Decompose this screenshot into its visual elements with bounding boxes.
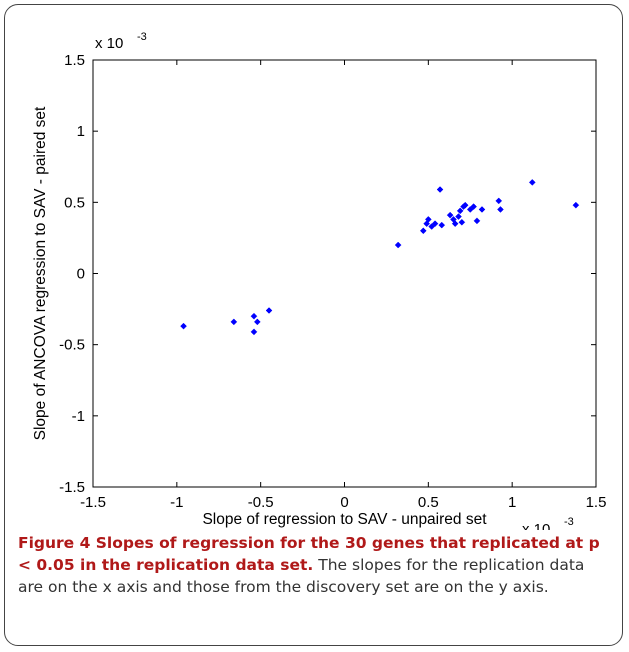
x-tick-label: 1.5 bbox=[586, 494, 607, 511]
data-point bbox=[394, 241, 402, 249]
x-tick-label: 0.5 bbox=[418, 494, 439, 511]
tick-layer: -1.5 -1 -0.5 0 0.5 1 1.5 -1.5 -1 -0.5 0 0.5 1 1.5 bbox=[59, 52, 606, 511]
data-point bbox=[461, 201, 469, 209]
y-tick-label: 0.5 bbox=[64, 194, 85, 211]
data-point bbox=[180, 322, 187, 330]
x-tick-label: -1 bbox=[170, 494, 183, 511]
y-tick-label: -1.5 bbox=[59, 479, 85, 496]
data-point bbox=[438, 221, 446, 229]
points-layer bbox=[180, 179, 580, 336]
data-point bbox=[470, 203, 477, 210]
x-axis-exponent: x 10 bbox=[522, 521, 550, 530]
y-axis-label: Slope of ANCOVA regression to SAV - pair… bbox=[32, 106, 49, 440]
data-point bbox=[250, 328, 258, 336]
x-axis-label: Slope of regression to SAV - unpaired se… bbox=[202, 511, 487, 528]
data-point bbox=[456, 207, 464, 215]
y-tick-label: -1 bbox=[72, 408, 85, 425]
caption-body: The slopes for the replication data are … bbox=[18, 556, 585, 596]
data-point bbox=[451, 220, 459, 228]
figure-caption: Figure 4 Slopes of regression for the 30… bbox=[18, 532, 608, 598]
data-point bbox=[572, 201, 580, 209]
y-tick-label: 1.5 bbox=[64, 52, 85, 69]
plot-area bbox=[92, 59, 597, 488]
data-point bbox=[478, 206, 486, 213]
y-axis-exponent: x 10 bbox=[95, 35, 123, 52]
y-tick-label: 0 bbox=[77, 266, 85, 283]
scatter-chart: -1.5 -1 -0.5 0 0.5 1 1.5 -1.5 -1 -0.5 0 0.5 1 1.5 x 1… bbox=[32, 31, 606, 530]
data-point bbox=[419, 227, 427, 235]
data-point bbox=[495, 197, 503, 205]
data-point bbox=[458, 218, 466, 226]
data-point bbox=[473, 217, 481, 225]
x-tick-label: 1 bbox=[508, 494, 516, 511]
y-tick-label: 1 bbox=[77, 123, 85, 140]
y-axis-exponent-power: -3 bbox=[137, 31, 147, 43]
x-tick-label: 0 bbox=[340, 494, 348, 511]
caption-title: Figure 4 Slopes of regression for the 30… bbox=[18, 534, 600, 574]
data-point bbox=[424, 216, 432, 223]
data-point bbox=[446, 211, 454, 219]
x-axis-exponent-power: -3 bbox=[564, 516, 574, 528]
x-tick-label: -0.5 bbox=[248, 494, 274, 511]
data-point bbox=[253, 318, 261, 326]
data-point bbox=[265, 307, 273, 314]
data-point bbox=[250, 312, 258, 320]
data-point bbox=[455, 213, 462, 220]
data-point bbox=[436, 186, 444, 193]
data-point bbox=[528, 179, 536, 186]
y-tick-label: -0.5 bbox=[59, 337, 85, 354]
x-tick-label: -1.5 bbox=[80, 494, 106, 511]
data-point bbox=[497, 206, 504, 213]
data-point bbox=[431, 220, 439, 228]
data-point bbox=[230, 318, 238, 326]
data-point bbox=[423, 220, 431, 228]
